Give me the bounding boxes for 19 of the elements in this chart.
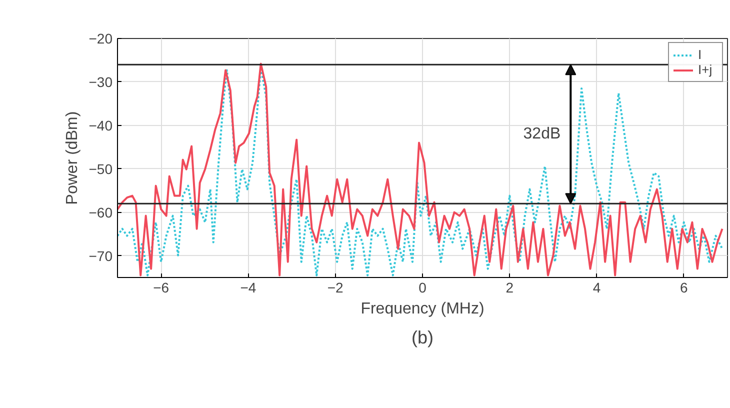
x-tick-label: −4 bbox=[240, 280, 256, 296]
y-axis-title: Power (dBm) bbox=[64, 111, 81, 205]
legend-label: I bbox=[698, 47, 703, 62]
y-tick-label: −50 bbox=[88, 160, 113, 177]
x-axis-title: Frequency (MHz) bbox=[360, 300, 484, 318]
y-tick-label: −40 bbox=[88, 117, 113, 134]
y-tick-label: −60 bbox=[88, 204, 113, 220]
y-tick-label: −30 bbox=[88, 74, 113, 90]
x-tick-label: −2 bbox=[327, 280, 344, 296]
text: (b) bbox=[412, 328, 434, 348]
y-tick-label: −70 bbox=[88, 248, 113, 264]
x-tick-label: 4 bbox=[592, 280, 601, 296]
y-tick-label: −20 bbox=[88, 30, 113, 46]
legend-label: I+j bbox=[698, 62, 714, 77]
annotation: 32dB bbox=[523, 126, 561, 143]
x-tick-label: −6 bbox=[153, 280, 170, 296]
x-tick-label: 0 bbox=[418, 280, 427, 296]
x-tick-label: 2 bbox=[506, 280, 514, 296]
x-tick-label: 6 bbox=[680, 280, 688, 296]
